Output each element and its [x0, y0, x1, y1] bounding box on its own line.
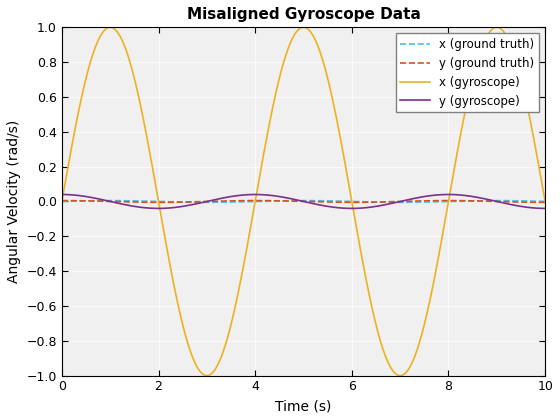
x (ground truth)	[528, 199, 535, 204]
x (gyroscope)	[528, 123, 535, 129]
x (ground truth)	[83, 198, 90, 203]
y (gyroscope)	[542, 206, 548, 211]
x (ground truth)	[294, 198, 301, 203]
x (ground truth)	[203, 200, 210, 205]
y (ground truth)	[528, 200, 534, 205]
x (gyroscope)	[281, 57, 288, 62]
y (gyroscope)	[439, 192, 446, 197]
y (gyroscope)	[281, 195, 287, 200]
x (ground truth)	[528, 199, 535, 204]
Line: x (gyroscope): x (gyroscope)	[62, 27, 545, 375]
y (gyroscope)	[293, 197, 300, 202]
x (gyroscope)	[107, 25, 114, 30]
y (gyroscope)	[528, 205, 534, 210]
x (ground truth)	[440, 199, 446, 204]
y (ground truth)	[58, 198, 65, 203]
x (gyroscope)	[58, 199, 65, 204]
Line: y (gyroscope): y (gyroscope)	[62, 194, 545, 208]
Y-axis label: Angular Velocity (rad/s): Angular Velocity (rad/s)	[7, 120, 21, 283]
x (gyroscope)	[83, 74, 90, 79]
X-axis label: Time (s): Time (s)	[276, 399, 332, 413]
x (gyroscope)	[203, 373, 210, 378]
y (ground truth)	[439, 198, 446, 203]
y (ground truth)	[542, 200, 548, 205]
y (gyroscope)	[528, 205, 534, 210]
x (gyroscope)	[440, 231, 446, 236]
x (ground truth)	[281, 198, 288, 203]
Title: Misaligned Gyroscope Data: Misaligned Gyroscope Data	[186, 7, 421, 22]
x (ground truth)	[542, 199, 548, 204]
x (gyroscope)	[528, 125, 535, 130]
y (gyroscope)	[58, 192, 65, 197]
y (gyroscope)	[83, 194, 90, 199]
y (ground truth)	[293, 199, 300, 204]
y (ground truth)	[281, 198, 287, 203]
y (ground truth)	[83, 198, 90, 203]
x (gyroscope)	[294, 28, 301, 33]
x (ground truth)	[107, 198, 114, 203]
x (gyroscope)	[542, 199, 548, 204]
Line: x (ground truth): x (ground truth)	[62, 201, 545, 202]
x (ground truth)	[58, 199, 65, 204]
Line: y (ground truth): y (ground truth)	[62, 201, 545, 202]
y (ground truth)	[528, 200, 534, 205]
Legend: x (ground truth), y (ground truth), x (gyroscope), y (gyroscope): x (ground truth), y (ground truth), x (g…	[396, 33, 539, 112]
